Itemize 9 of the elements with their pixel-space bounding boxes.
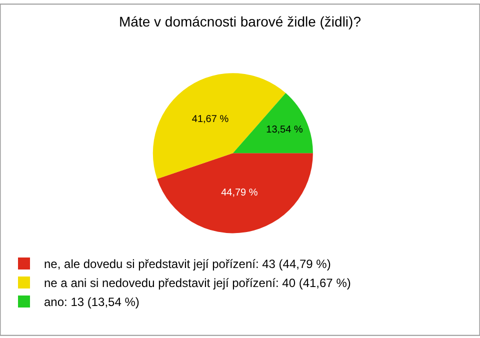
data-label: 44,79 % — [221, 187, 258, 198]
pie-slice — [157, 153, 313, 234]
pie-slice — [232, 92, 313, 154]
chart-title: Máte v domácnosti barové židle (židli)? — [119, 14, 362, 30]
legend-label: ne, ale dovedu si představit její pořízení: 43 (44,79 %) — [44, 257, 331, 272]
data-label: 41,67 % — [192, 114, 229, 125]
legend-label: ne a ani si nedovedu představit její pořízení: 40 (41,67 %) — [44, 276, 351, 290]
data-label: 13,54 % — [266, 124, 303, 136]
legend-label: ano: 13 (13,54 %) — [44, 295, 140, 310]
